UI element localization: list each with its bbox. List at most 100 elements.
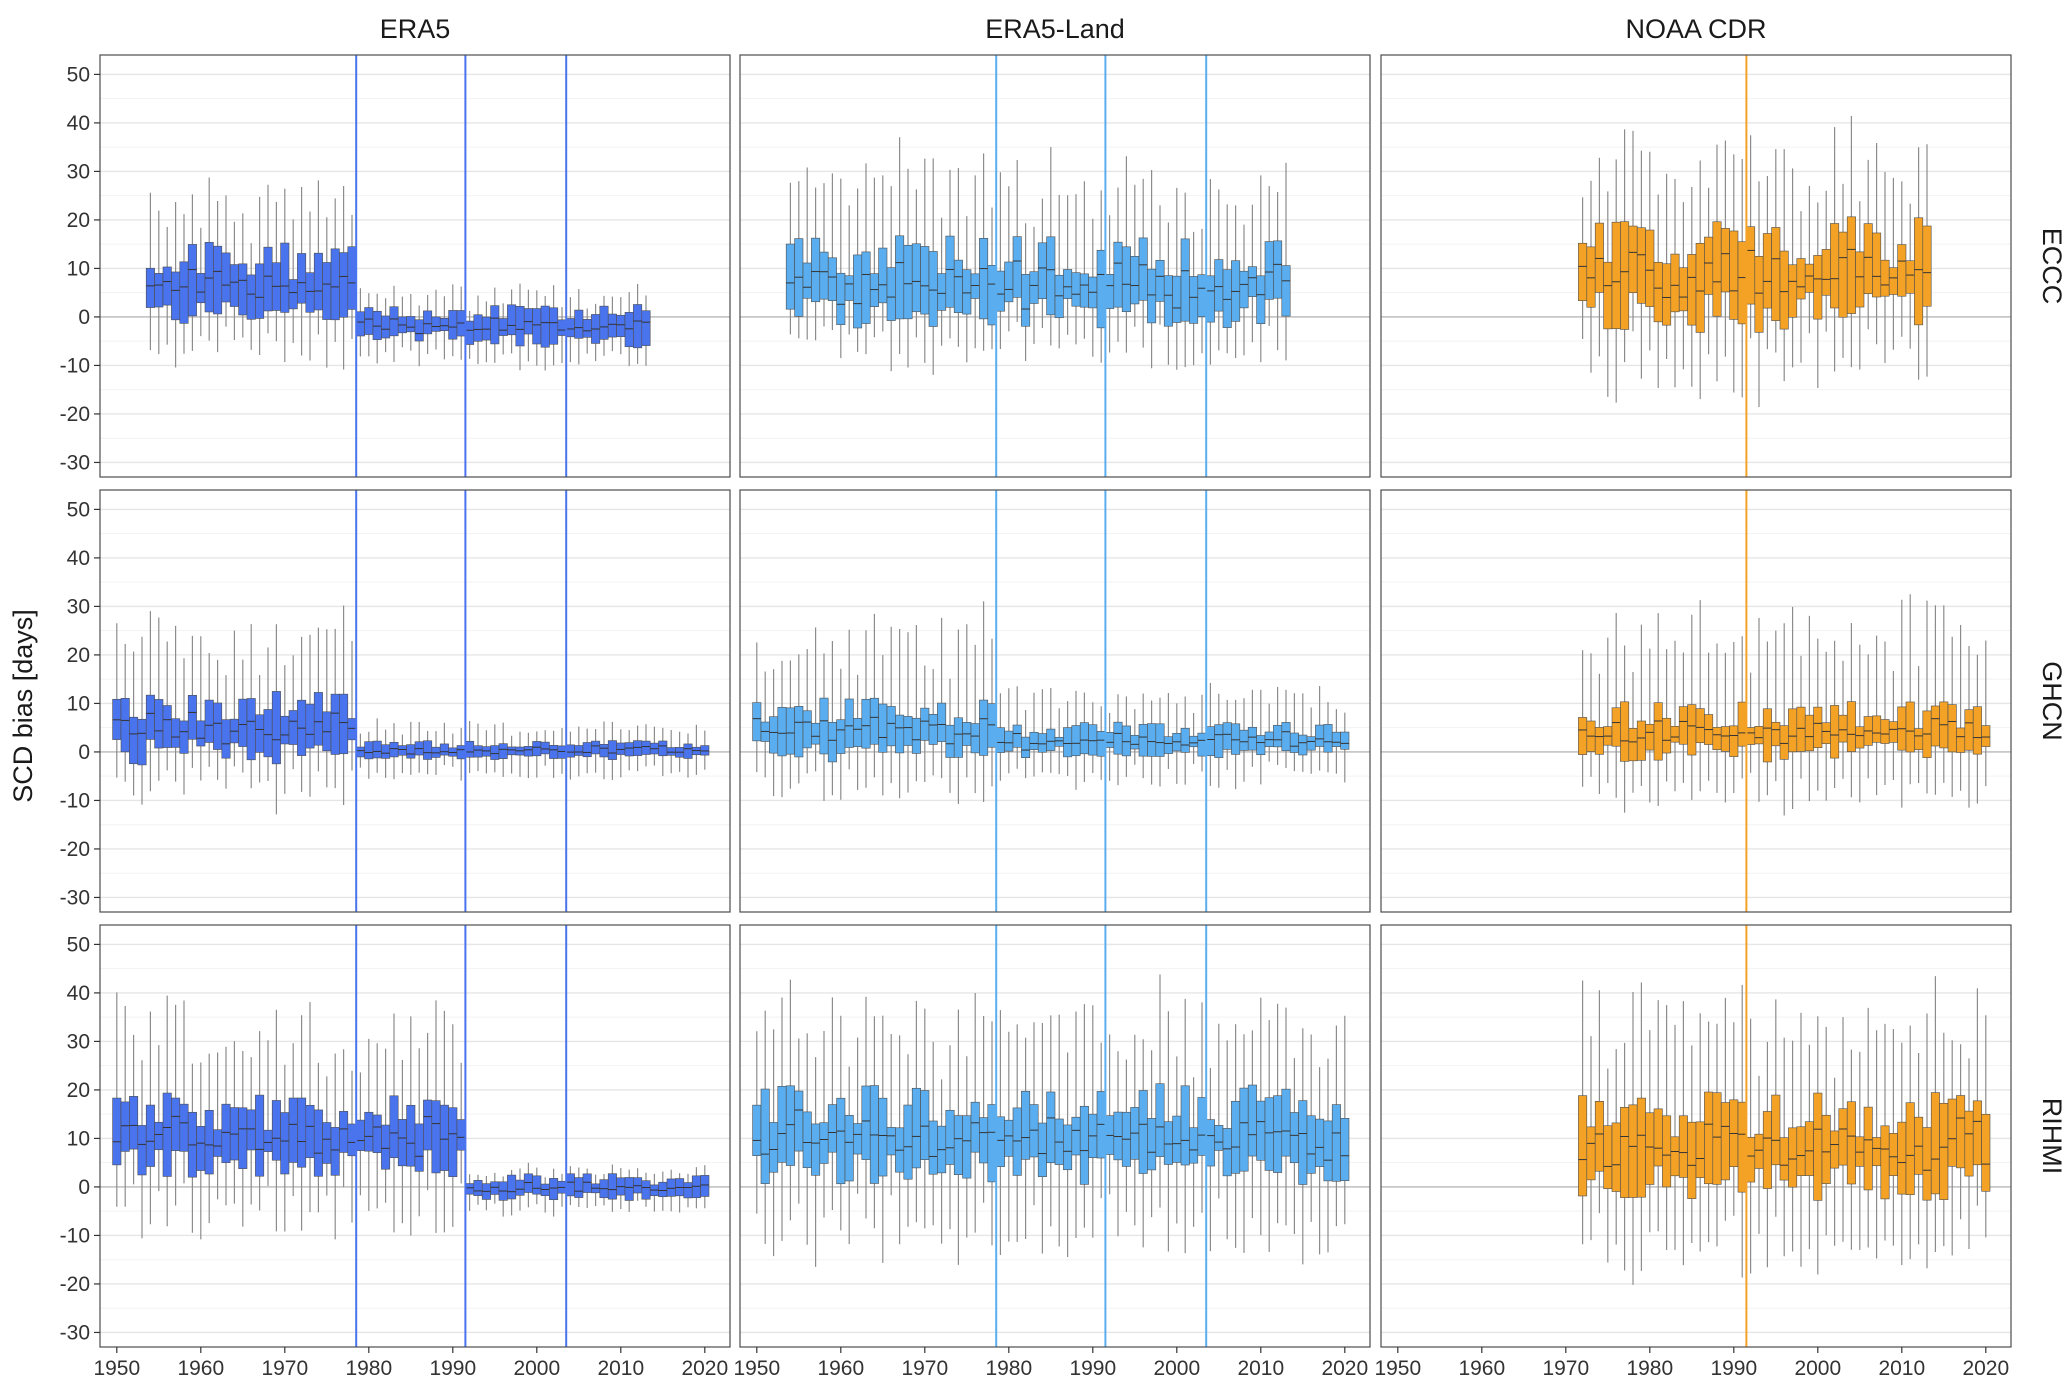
box-1975: [1603, 261, 1613, 330]
facet-panels: ERA5 ERA5-Land NOAA CDR ECCC GHCN RIHMI 50 40 30…: [60, 14, 2067, 1380]
box-2013: [1281, 722, 1291, 752]
box-2015: [1298, 734, 1308, 756]
box-2005: [574, 1177, 584, 1198]
box-2020: [1340, 1118, 1350, 1182]
box-1950: [752, 702, 762, 742]
box-1961: [204, 1109, 214, 1175]
box-1987: [423, 310, 433, 335]
box-1971: [928, 251, 938, 327]
box-1973: [305, 1104, 315, 1158]
box-2020: [700, 1175, 710, 1197]
box-1988: [1071, 272, 1081, 307]
box-1977: [339, 252, 349, 318]
box-1966: [886, 706, 896, 747]
box-2005: [1214, 724, 1224, 758]
box-1982: [1662, 263, 1672, 326]
box-1980: [1004, 730, 1014, 752]
box-2008: [1880, 1125, 1890, 1200]
box-2003: [557, 319, 567, 336]
box-2004: [565, 744, 575, 758]
box-2001: [1821, 722, 1831, 744]
box-2008: [1239, 729, 1249, 751]
box-1981: [372, 740, 382, 759]
box-1996: [1779, 725, 1789, 760]
box-1982: [381, 1124, 391, 1170]
box-1982: [1021, 736, 1031, 759]
box-1979: [355, 311, 365, 337]
box-1973: [945, 235, 955, 308]
box-1983: [1029, 731, 1039, 750]
box-2012: [1914, 217, 1924, 326]
box-1979: [1636, 720, 1646, 761]
box-1967: [255, 714, 265, 753]
box-1995: [1771, 721, 1781, 747]
box-1976: [970, 723, 980, 754]
box-1954: [145, 1104, 155, 1167]
box-2006: [582, 1173, 592, 1193]
box-2009: [607, 1173, 617, 1200]
box-2012: [1273, 1095, 1283, 1173]
box-1960: [836, 1097, 846, 1185]
x-tick-label: 1980: [345, 1357, 392, 1380]
box-1958: [819, 251, 829, 300]
box-2009: [1247, 1084, 1257, 1157]
box-1975: [322, 262, 332, 320]
box-2011: [1905, 1102, 1915, 1195]
box-1954: [785, 707, 795, 755]
box-1974: [953, 1115, 963, 1175]
box-2000: [1813, 706, 1823, 749]
box-2019: [1972, 706, 1982, 755]
box-1974: [313, 1109, 323, 1177]
box-2005: [1855, 1136, 1865, 1167]
box-1994: [481, 746, 491, 757]
box-2000: [532, 308, 542, 345]
box-1956: [802, 1111, 812, 1169]
y-tick-label: 40: [67, 982, 90, 1005]
x-tick-label: 1950: [93, 1357, 140, 1380]
box-2003: [557, 745, 567, 759]
box-1986: [1695, 1121, 1705, 1178]
box-1958: [179, 1103, 189, 1152]
box-1979: [995, 727, 1005, 753]
box-1993: [473, 745, 483, 758]
box-1977: [979, 1117, 989, 1164]
box-1990: [1729, 230, 1739, 320]
box-1997: [507, 746, 517, 756]
box-2014: [1930, 1092, 1940, 1195]
box-1953: [777, 707, 787, 757]
box-1995: [1771, 227, 1781, 321]
box-1956: [802, 710, 812, 749]
box-2007: [1872, 232, 1882, 298]
box-2018: [1323, 724, 1333, 753]
box-1952: [769, 716, 779, 754]
box-1997: [1147, 1118, 1157, 1171]
box-1965: [878, 247, 888, 304]
box-1994: [1762, 1111, 1772, 1189]
box-2009: [607, 313, 617, 338]
box-1959: [827, 257, 837, 301]
box-2020: [1340, 731, 1350, 750]
box-2013: [1281, 265, 1291, 317]
box-2012: [1273, 240, 1283, 299]
box-2008: [599, 305, 609, 340]
box-2013: [641, 1180, 651, 1200]
box-1975: [962, 269, 972, 315]
box-1973: [1586, 246, 1596, 308]
box-1992: [1105, 732, 1115, 748]
box-1977: [339, 1111, 349, 1153]
panel-border: [1380, 924, 2012, 1348]
box-2011: [624, 312, 634, 348]
box-1995: [490, 745, 500, 760]
box-1981: [372, 1114, 382, 1153]
box-1982: [1021, 1090, 1031, 1160]
box-2008: [1239, 1087, 1249, 1172]
box-1960: [836, 719, 846, 754]
box-1976: [330, 1127, 340, 1176]
y-tick-label: -10: [60, 1224, 90, 1247]
box-1996: [1138, 237, 1148, 301]
box-1986: [1695, 708, 1705, 744]
box-1967: [895, 235, 905, 320]
x-tick-label: 1950: [733, 1357, 780, 1380]
y-tick-label: 0: [78, 1176, 90, 1199]
box-1983: [389, 306, 399, 337]
